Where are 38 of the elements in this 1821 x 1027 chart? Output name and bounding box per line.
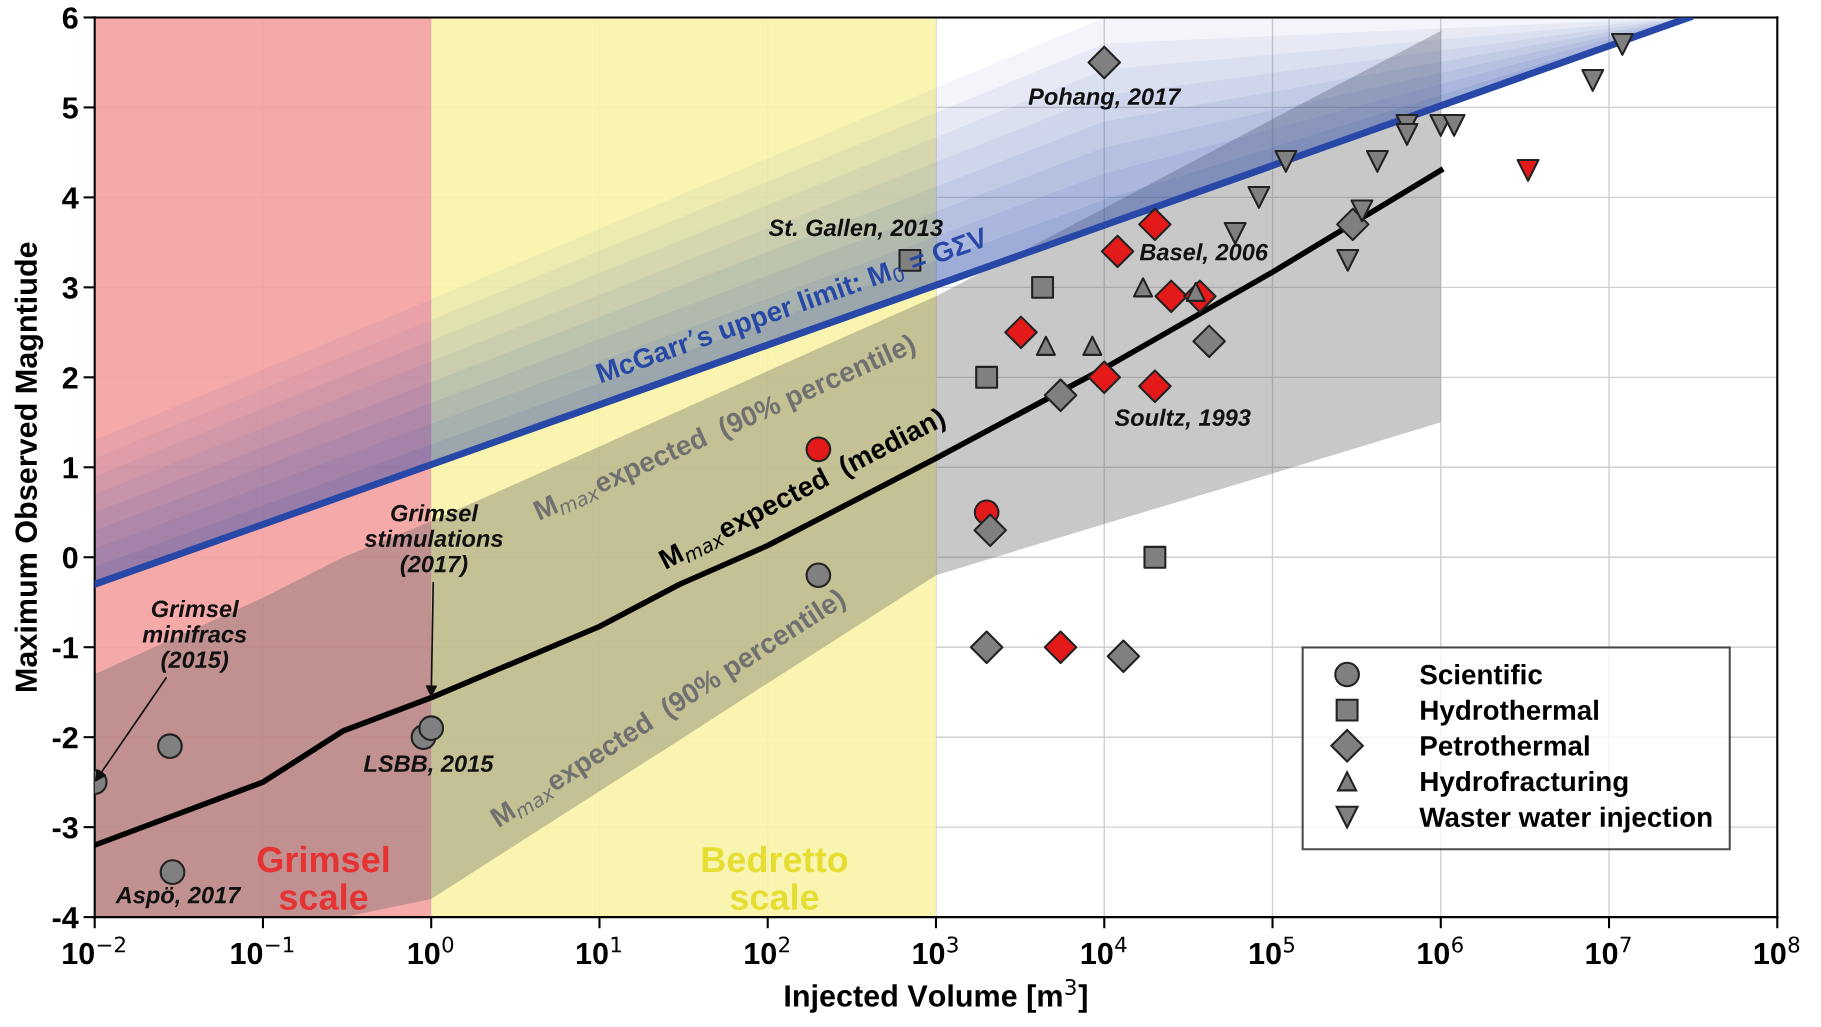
annotation: Soultz, 1993 bbox=[1114, 408, 1251, 430]
x-tick-label: 10$^{3}$ bbox=[913, 936, 958, 965]
annotation: Pohang, 2017 bbox=[1028, 87, 1182, 110]
x-tick-label: 10$^{6}$ bbox=[1418, 936, 1463, 965]
x-tick-label: 10$^{0}$ bbox=[408, 936, 454, 965]
y-tick-label: 2 bbox=[62, 367, 78, 389]
x-axis-title: Injected Volume [m$^{3}$] bbox=[785, 978, 1087, 1013]
y-tick-label: 5 bbox=[62, 97, 78, 119]
band-label: Bedretto scale bbox=[702, 845, 848, 910]
legend-label: Scientific bbox=[1420, 664, 1542, 685]
x-tick-label: 10$^{5}$ bbox=[1249, 936, 1295, 965]
x-tick-label: 10$^{1}$ bbox=[576, 936, 621, 965]
annotation: LSBB, 2015 bbox=[363, 755, 494, 776]
x-tick-label: 10$^{−2}$ bbox=[63, 936, 125, 965]
annotation: Aspö, 2017 bbox=[115, 886, 242, 909]
y-tick-label: -3 bbox=[52, 816, 78, 839]
y-tick-label: 1 bbox=[63, 457, 78, 479]
legend-label: Hydrofracturing bbox=[1421, 770, 1628, 797]
annotation: Grimsel stimulations (2017) bbox=[364, 504, 503, 578]
band-label: Grimsel scale bbox=[257, 845, 389, 910]
annotation: Basel, 2006 bbox=[1139, 243, 1269, 264]
y-tick-label: -1 bbox=[52, 637, 78, 659]
legend-label: Waster water injection bbox=[1419, 806, 1712, 833]
annotation: Grimsel minifracs (2015) bbox=[142, 599, 247, 673]
y-tick-label: -4 bbox=[52, 907, 79, 929]
y-tick-label: 4 bbox=[62, 187, 79, 209]
legend-label: Petrothermal bbox=[1421, 735, 1589, 756]
x-tick-label: 10$^{8}$ bbox=[1754, 936, 1800, 965]
x-tick-label: 10$^{2}$ bbox=[745, 936, 790, 965]
y-axis-title: Maximum Observed Magntiude bbox=[14, 242, 44, 692]
x-tick-label: 10$^{7}$ bbox=[1586, 936, 1631, 965]
y-tick-label: 0 bbox=[62, 546, 78, 569]
x-tick-label: 10$^{−1}$ bbox=[231, 936, 294, 965]
legend-label: Hydrothermal bbox=[1421, 699, 1598, 726]
y-tick-label: 3 bbox=[62, 277, 78, 299]
x-tick-label: 10$^{4}$ bbox=[1081, 936, 1127, 965]
y-tick-label: -2 bbox=[52, 726, 78, 749]
y-tick-label: 6 bbox=[62, 7, 78, 29]
